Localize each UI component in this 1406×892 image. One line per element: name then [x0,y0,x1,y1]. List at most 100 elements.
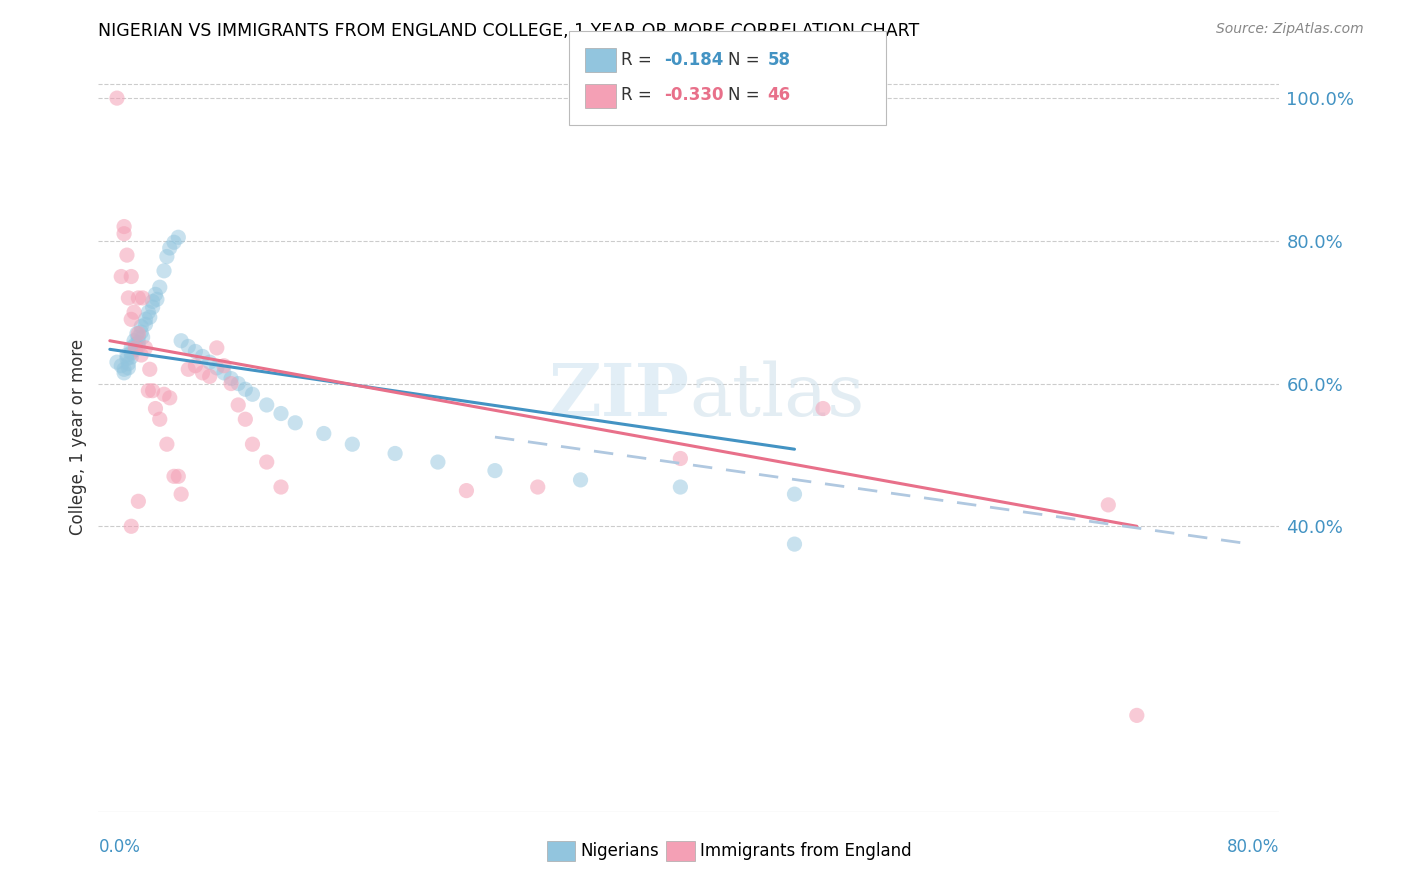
Point [117,357,139,371]
Point [124,343,146,357]
Point [122,334,145,348]
Point [127,494,149,508]
Text: -0.184: -0.184 [664,51,723,69]
Point [120,346,142,360]
Point [242,437,264,451]
Point [139,362,162,376]
Point [156,250,179,264]
Point [159,391,181,405]
Point [112,219,135,234]
Point [115,248,138,262]
Point [134,312,156,326]
Point [284,416,307,430]
Point [145,287,167,301]
Point [177,362,200,376]
Point [212,359,235,373]
Point [146,293,169,307]
Point [112,366,135,380]
Point [105,355,128,369]
Point [669,480,692,494]
Point [184,359,207,373]
Point [226,398,249,412]
Point [153,387,176,401]
Point [170,334,193,348]
Point [170,487,193,501]
Point [112,362,135,376]
Point [145,401,167,416]
Point [112,227,135,241]
Point [256,398,278,412]
Point [142,294,165,309]
Point [127,291,149,305]
Text: -0.330: -0.330 [664,87,723,104]
Point [167,469,190,483]
Point [127,326,149,341]
Point [191,366,214,380]
Point [139,310,162,325]
Point [138,305,160,319]
Point [159,241,181,255]
Point [129,325,152,339]
Point [131,291,153,305]
Point [783,487,806,501]
Text: 80.0%: 80.0% [1227,838,1279,856]
Point [783,537,806,551]
Point [1097,498,1119,512]
Point [811,401,834,416]
Point [142,384,165,398]
Point [205,360,228,375]
Text: R =: R = [621,51,658,69]
Point [127,339,149,353]
Point [219,371,242,385]
Point [117,291,139,305]
Text: Source: ZipAtlas.com: Source: ZipAtlas.com [1216,22,1364,37]
Point [163,469,186,483]
Text: NIGERIAN VS IMMIGRANTS FROM ENGLAND COLLEGE, 1 YEAR OR MORE CORRELATION CHART: NIGERIAN VS IMMIGRANTS FROM ENGLAND COLL… [98,22,920,40]
Point [219,376,242,391]
Point [426,455,449,469]
Text: Immigrants from England: Immigrants from England [700,842,912,860]
Point [120,350,142,364]
Point [117,360,139,375]
Text: N =: N = [728,87,765,104]
Point [122,305,145,319]
Text: Nigerians: Nigerians [581,842,659,860]
Point [312,426,335,441]
Point [198,369,221,384]
Point [129,319,152,334]
Point [149,280,172,294]
Point [569,473,592,487]
Text: R =: R = [621,87,658,104]
Point [120,269,142,284]
Point [191,350,214,364]
Point [242,387,264,401]
Point [142,300,165,314]
Point [526,480,548,494]
Point [134,341,156,355]
Point [226,376,249,391]
Point [124,341,146,355]
Point [184,344,207,359]
Point [270,480,292,494]
Point [115,348,138,362]
Point [484,464,506,478]
Point [233,382,256,396]
Text: 0.0%: 0.0% [98,838,141,856]
Text: ZIP: ZIP [548,360,689,432]
Point [205,341,228,355]
Y-axis label: College, 1 year or more: College, 1 year or more [69,339,87,535]
Point [110,359,132,373]
Point [177,339,200,353]
Text: 58: 58 [768,51,790,69]
Point [1126,708,1149,723]
Point [120,312,142,326]
Point [256,455,278,469]
Point [131,330,153,344]
Point [105,91,128,105]
Point [138,384,160,398]
Text: N =: N = [728,51,765,69]
Point [156,437,179,451]
Point [456,483,478,498]
Point [669,451,692,466]
Point [129,348,152,362]
